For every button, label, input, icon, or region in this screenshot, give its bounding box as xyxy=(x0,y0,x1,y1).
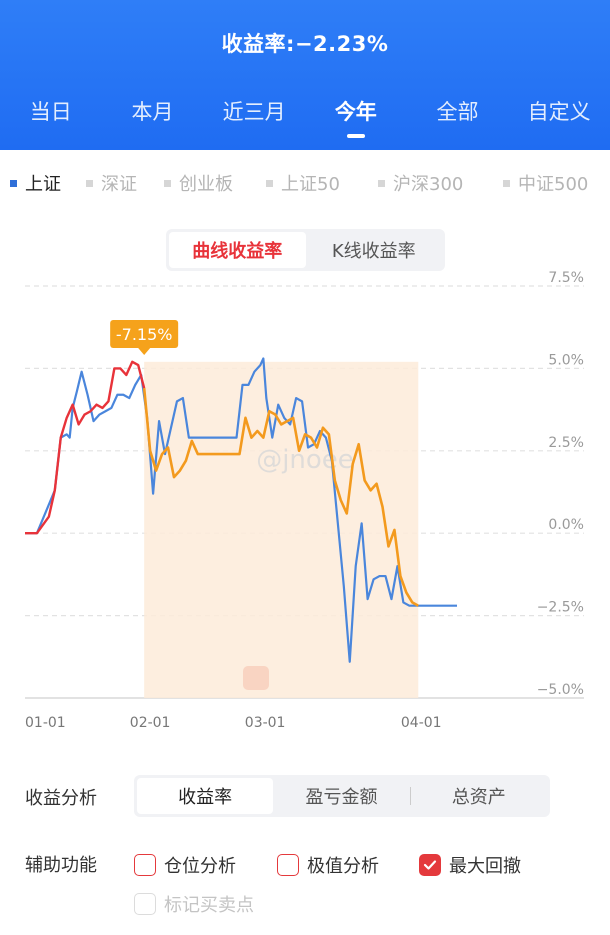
analysis-selector: 收益率 盈亏金额 总资产 xyxy=(134,775,550,817)
drawdown-value-label: -7.15% xyxy=(116,325,173,344)
tab-custom[interactable]: 自定义 xyxy=(527,100,591,124)
tab-this-month[interactable]: 本月 xyxy=(131,100,174,124)
checkmark-icon xyxy=(419,854,441,876)
checkbox-label: 标记买卖点 xyxy=(164,895,254,916)
y-tick-label: 0.0% xyxy=(548,517,584,533)
index-label: 上证 xyxy=(25,174,61,195)
legend-dot-icon xyxy=(86,179,93,187)
checkbox-icon xyxy=(134,893,156,915)
x-tick-label: 04-01 xyxy=(401,715,442,731)
mark-trades-checkbox[interactable]: 标记买卖点 xyxy=(134,891,254,917)
tab-today[interactable]: 当日 xyxy=(29,100,72,124)
y-tick-label: −2.5% xyxy=(537,600,584,616)
active-tab-indicator xyxy=(346,134,365,138)
legend-dot-icon xyxy=(164,179,171,187)
checkbox-icon xyxy=(134,854,156,876)
checkbox-label: 极值分析 xyxy=(307,856,379,877)
y-tick-label: 7.5% xyxy=(548,270,584,286)
checkbox-label: 最大回撤 xyxy=(449,856,521,877)
watermark-logo-icon xyxy=(243,666,269,690)
period-tabs: 当日 本月 近三月 今年 全部 自定义 xyxy=(0,96,610,138)
drawdown-area xyxy=(144,361,419,698)
tab-all[interactable]: 全部 xyxy=(436,100,479,124)
y-tick-label: 2.5% xyxy=(548,435,584,451)
option-profit-amount[interactable]: 盈亏金额 xyxy=(305,787,378,808)
legend-dot-icon xyxy=(266,179,273,187)
y-tick-label: 5.0% xyxy=(548,352,584,368)
index-shenzhen[interactable]: 深证 xyxy=(86,170,137,196)
index-label: 深证 xyxy=(101,174,137,195)
index-series-line xyxy=(25,357,457,663)
checkbox-icon xyxy=(277,854,299,876)
legend-dot-icon xyxy=(378,179,385,187)
index-label: 上证50 xyxy=(281,174,340,195)
index-sse50[interactable]: 上证50 xyxy=(266,170,340,196)
separator xyxy=(409,787,411,805)
checkbox-label: 仓位分析 xyxy=(164,856,236,877)
aux-label: 辅助功能 xyxy=(25,855,97,876)
index-label: 创业板 xyxy=(179,174,233,195)
return-chart[interactable]: 7.5% 5.0% 2.5% 0.0% −2.5% −5.0% 01-01 02-01 03-0… xyxy=(0,270,610,740)
extreme-analysis-checkbox[interactable]: 极值分析 xyxy=(277,852,379,878)
return-mode-toggle: 曲线收益率 K线收益率 xyxy=(166,229,445,271)
page-title: 收益率:−2.23% xyxy=(221,32,389,56)
legend-dot-icon xyxy=(10,179,17,187)
index-shanghai[interactable]: 上证 xyxy=(10,170,61,196)
drawdown-callout xyxy=(110,320,179,348)
position-analysis-checkbox[interactable]: 仓位分析 xyxy=(134,852,236,878)
watermark-text: @jnoee xyxy=(256,445,354,475)
x-tick-label: 01-01 xyxy=(25,715,66,731)
x-tick-label: 02-01 xyxy=(130,715,171,731)
index-label: 中证500 xyxy=(518,174,589,195)
index-csi300[interactable]: 沪深300 xyxy=(378,170,463,196)
index-csi500[interactable]: 中证500 xyxy=(503,170,588,196)
x-tick-label: 03-01 xyxy=(245,715,286,731)
tab-three-months[interactable]: 近三月 xyxy=(222,100,286,124)
legend-dot-icon xyxy=(503,179,510,187)
kline-return-button[interactable]: K线收益率 xyxy=(331,241,416,262)
y-tick-label: −5.0% xyxy=(537,682,584,698)
callout-pointer-icon xyxy=(138,348,151,355)
index-chinext[interactable]: 创业板 xyxy=(164,170,233,196)
option-return-rate[interactable]: 收益率 xyxy=(137,778,274,814)
header: 收益率:−2.23% 当日 本月 近三月 今年 全部 自定义 xyxy=(0,0,610,150)
max-drawdown-checkbox[interactable]: 最大回撤 xyxy=(419,852,521,878)
option-total-assets[interactable]: 总资产 xyxy=(451,787,506,808)
analysis-label: 收益分析 xyxy=(25,788,97,809)
return-series-line-drawdown xyxy=(142,388,419,607)
return-series-line-pre-peak xyxy=(25,360,146,535)
index-selector: 上证 深证 创业板 上证50 沪深300 中证500 xyxy=(0,170,610,200)
tab-this-year[interactable]: 今年 xyxy=(305,96,407,138)
index-label: 沪深300 xyxy=(393,174,464,195)
curve-return-button[interactable]: 曲线收益率 xyxy=(169,232,306,268)
